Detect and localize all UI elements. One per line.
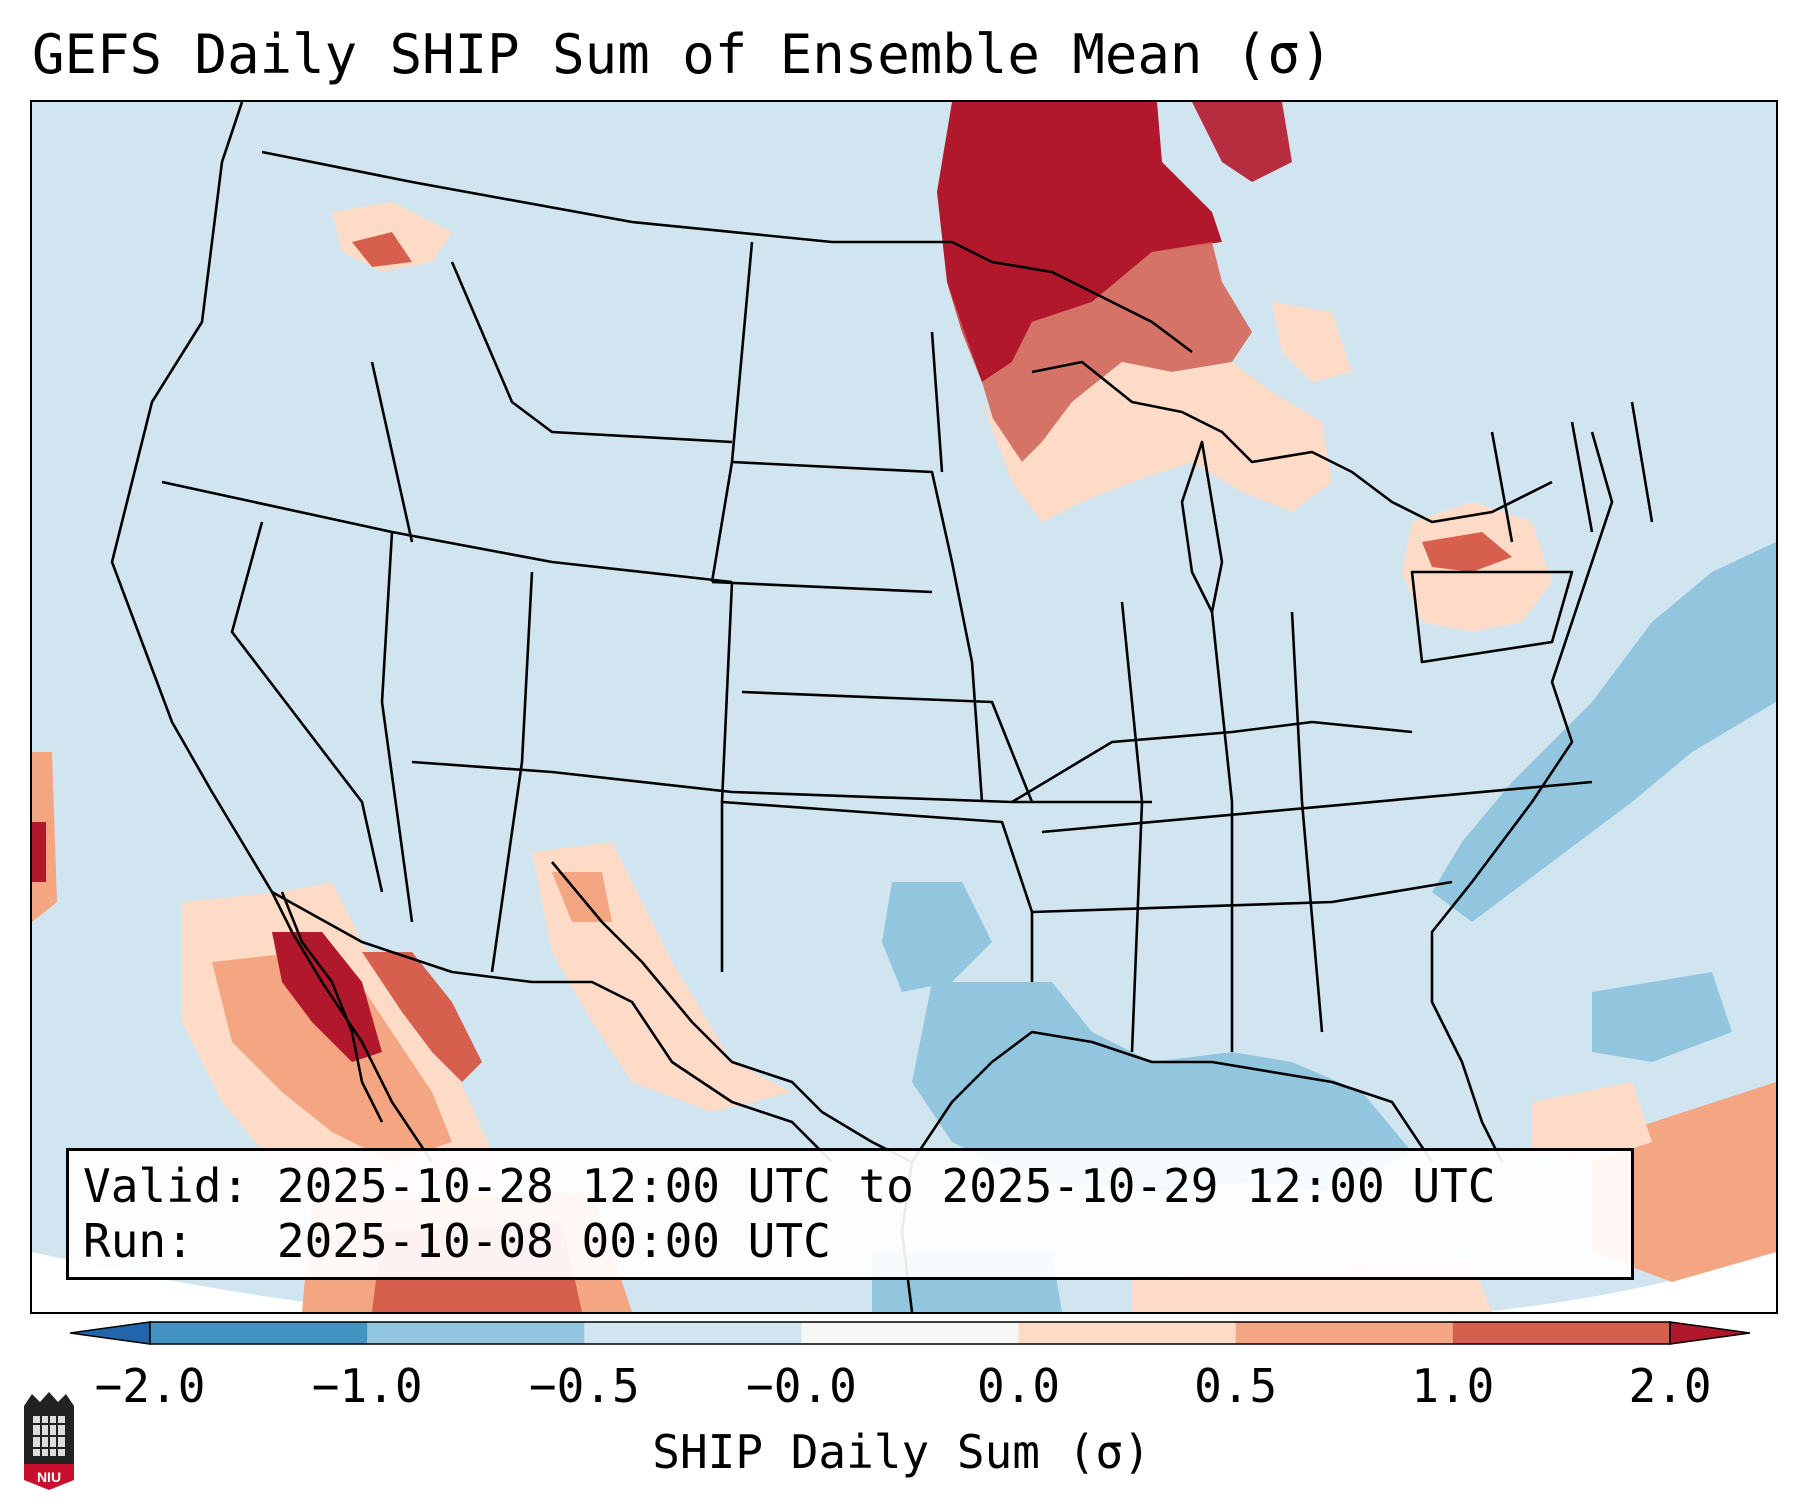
anomaly-gulf-neg [912,982,1412,1192]
mexico-gulf-coast [551,861,913,1164]
state-line-6 [720,581,734,972]
anomaly-pnw-core [352,232,412,267]
anomaly-mexico-mid [212,952,452,1162]
projection-edge-left [32,1252,392,1312]
state-line-17 [1290,611,1324,1033]
mexico-border [271,890,833,1163]
anomaly-atlantic-neg [1432,542,1776,922]
state-line-5 [490,571,534,973]
colorbar-over-arrow [1669,1321,1750,1345]
anomaly-caribbean-light [1532,1082,1652,1162]
run-row: Run: 2025-10-08 00:00 UTC [83,1214,1631,1269]
anomaly-fields [32,102,1776,1312]
state-line-14 [1031,880,1453,914]
anomaly-pacific-core [32,822,46,882]
state-line-12 [1011,720,1413,804]
state-line-8 [731,460,984,803]
colorbar-segment [150,1322,368,1344]
state-line-2 [230,521,384,893]
colorbar-under-arrow [70,1321,151,1345]
valid-row: Valid: 2025-10-28 12:00 UTC to 2025-10-2… [83,1159,1631,1214]
niu-logo-icon: NIU [24,1392,74,1490]
state-line-15 [1120,601,1144,1053]
state-line-1 [161,480,733,584]
great-lakes-outline [1031,360,1553,524]
run-value: 2025-10-08 00:00 UTC [276,1214,831,1268]
state-line-19 [1490,401,1654,543]
valid-value: 2025-10-28 12:00 UTC to 2025-10-29 12:00… [276,1159,1496,1213]
colorbar-segment [367,1322,585,1344]
colorbar-tick-label: −1.0 [311,1359,423,1413]
state-line-3 [380,531,414,923]
colorbar-tick-label: −0.5 [528,1359,640,1413]
colorbar [70,1321,1750,1345]
anomaly-texas-neg [882,882,992,992]
canada-border [261,150,1193,354]
state-line-18 [1410,570,1574,664]
coastline-west [110,102,434,1163]
state-line-9 [711,580,933,594]
projection-edge-right [1482,1252,1776,1312]
baja-coast [280,891,384,1123]
validity-info-box: Valid: 2025-10-28 12:00 UTC to 2025-10-2… [66,1148,1634,1280]
colorbar-segment [1235,1322,1454,1344]
chart-title: GEFS Daily SHIP Sum of Ensemble Mean (σ) [32,23,1333,86]
state-line-22 [450,261,733,444]
colorbar-tick-label: 1.0 [1411,1359,1495,1413]
anomaly-bahamas-neg [1592,972,1732,1062]
state-line-16 [1210,611,1234,1052]
state-line-21 [370,361,414,543]
anomaly-hudson [1192,102,1292,182]
colorbar-segments [150,1322,1671,1344]
colorbar-tick-label: −2.0 [94,1359,206,1413]
state-line-4 [411,760,1152,804]
logo-text: NIU [37,1469,61,1485]
anomaly-ontario-ring [947,242,1252,462]
state-line-10 [741,690,1034,803]
colorbar-segment [1452,1322,1671,1344]
colorbar-tick-label: 0.5 [1194,1359,1278,1413]
anomaly-mexico-east [362,952,482,1082]
map-lines [110,102,1654,1312]
colorbar-segment [1018,1322,1237,1344]
state-line-20 [930,331,944,473]
colorbar-tick-label: 0.0 [977,1359,1061,1413]
run-label: Run: [83,1214,194,1268]
map-panel [30,100,1778,1314]
map-svg [32,102,1776,1312]
colorbar-tick-label: 2.0 [1628,1359,1712,1413]
state-line-11 [721,800,1034,982]
anomaly-northeast-core [1422,532,1512,572]
colorbar-segment [584,1322,802,1344]
valid-label: Valid: [83,1159,250,1213]
east-coast [1430,431,1614,1163]
colorbar-segment [801,1322,1020,1344]
state-line-13 [1041,780,1593,834]
anomaly-quebec [1272,302,1352,382]
colorbar-tick-label: −0.0 [746,1359,857,1413]
anomaly-great-lakes [982,362,1332,522]
colorbar-outline [149,1321,1671,1345]
anomaly-ontario-high [937,102,1222,382]
state-line-7 [710,241,754,583]
colorbar-label: SHIP Daily Sum (σ) [652,1425,1151,1479]
